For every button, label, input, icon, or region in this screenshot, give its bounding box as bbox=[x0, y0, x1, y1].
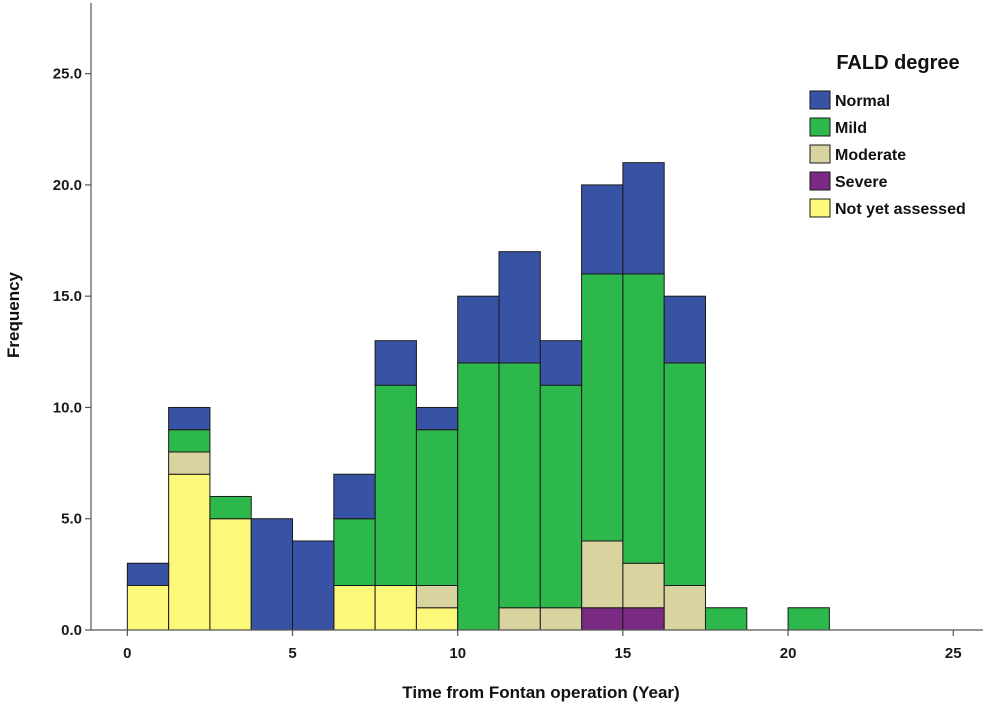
legend-label-normal: Normal bbox=[835, 93, 890, 110]
x-tick-label: 20 bbox=[780, 645, 797, 662]
y-tick-label: 25.0 bbox=[53, 66, 82, 83]
y-tick-label: 5.0 bbox=[61, 511, 82, 528]
bar-segment-mild bbox=[457, 362, 500, 631]
y-tick-label: 10.0 bbox=[53, 399, 82, 416]
y-ticks-group: 0.0 5.0 10.0 15.0 20.0 25.0 bbox=[53, 66, 91, 639]
bar-segment-mild bbox=[415, 429, 459, 586]
bar-segment-not-yet-assessed bbox=[374, 584, 417, 631]
bar-segment-mild bbox=[581, 273, 624, 542]
legend-label-not-yet-assessed: Not yet assessed bbox=[835, 201, 966, 218]
bar-segment-mild bbox=[209, 495, 252, 520]
x-axis-title: Time from Fontan operation (Year) bbox=[402, 683, 679, 702]
y-tick-label: 20.0 bbox=[53, 177, 82, 194]
bar-segment-normal bbox=[126, 562, 170, 586]
bar-segment-normal bbox=[663, 295, 706, 364]
bar-segment-normal bbox=[292, 540, 335, 631]
bar-segment-mild bbox=[374, 384, 417, 586]
bar-segment-normal bbox=[333, 473, 376, 520]
bar-segment-normal bbox=[250, 518, 294, 631]
bar-segment-mild bbox=[333, 518, 376, 586]
legend-label-severe: Severe bbox=[835, 174, 888, 191]
bar-segment-mild bbox=[498, 362, 541, 609]
legend-label-mild: Mild bbox=[835, 120, 867, 137]
bar-segment-normal bbox=[622, 162, 665, 275]
x-tick-label: 0 bbox=[123, 645, 131, 662]
x-tick-label: 15 bbox=[615, 645, 632, 662]
bar-segment-moderate bbox=[622, 562, 665, 609]
bar-segment-mild bbox=[663, 362, 706, 586]
legend-title: FALD degree bbox=[836, 52, 959, 74]
bar-segment-moderate bbox=[539, 607, 583, 631]
bar-segment-not-yet-assessed bbox=[168, 473, 211, 631]
bar-segment-moderate bbox=[415, 584, 459, 609]
bar-segment-mild bbox=[704, 607, 748, 631]
bar-segment-normal bbox=[415, 406, 459, 431]
y-axis-title: Frequency bbox=[4, 271, 23, 358]
bar-segment-moderate bbox=[663, 584, 706, 631]
y-tick-label: 0.0 bbox=[61, 622, 82, 639]
legend-swatch-mild bbox=[809, 117, 831, 137]
bar-segment-normal bbox=[374, 340, 417, 386]
x-tick-label: 10 bbox=[449, 645, 466, 662]
legend-swatch-normal bbox=[809, 90, 831, 110]
legend-swatch-not-yet-assessed bbox=[809, 198, 831, 218]
bar-segment-mild bbox=[539, 384, 583, 609]
bar-segment-normal bbox=[457, 295, 500, 364]
bar-segment-severe bbox=[622, 607, 665, 631]
y-tick-label: 15.0 bbox=[53, 288, 82, 305]
bar-segment-normal bbox=[539, 340, 583, 386]
bars-group bbox=[126, 162, 830, 631]
legend-label-moderate: Moderate bbox=[835, 147, 906, 164]
bar-segment-moderate bbox=[168, 451, 211, 475]
legend-swatch-severe bbox=[809, 171, 831, 191]
bar-segment-not-yet-assessed bbox=[333, 584, 376, 631]
bar-segment-mild bbox=[622, 273, 665, 564]
bar-segment-normal bbox=[581, 184, 624, 275]
bar-segment-not-yet-assessed bbox=[209, 518, 252, 631]
x-tick-label: 25 bbox=[945, 645, 962, 662]
legend: FALD degree Normal Mild Moderate Severe Not … bbox=[809, 52, 966, 218]
bar-segment-not-yet-assessed bbox=[415, 607, 459, 631]
legend-swatch-moderate bbox=[809, 144, 831, 164]
bar-segment-moderate bbox=[498, 607, 541, 631]
bar-segment-normal bbox=[168, 406, 211, 431]
bar-segment-not-yet-assessed bbox=[126, 584, 170, 631]
x-ticks-group: 0 5 10 15 20 25 bbox=[123, 630, 962, 662]
bar-segment-severe bbox=[581, 607, 624, 631]
bar-segment-normal bbox=[498, 251, 541, 364]
legend-items: Normal Mild Moderate Severe Not yet assessed bbox=[809, 90, 966, 218]
bar-segment-mild bbox=[168, 429, 211, 453]
bar-segment-mild bbox=[787, 607, 830, 631]
x-tick-label: 5 bbox=[288, 645, 296, 662]
bar-segment-moderate bbox=[581, 540, 624, 609]
